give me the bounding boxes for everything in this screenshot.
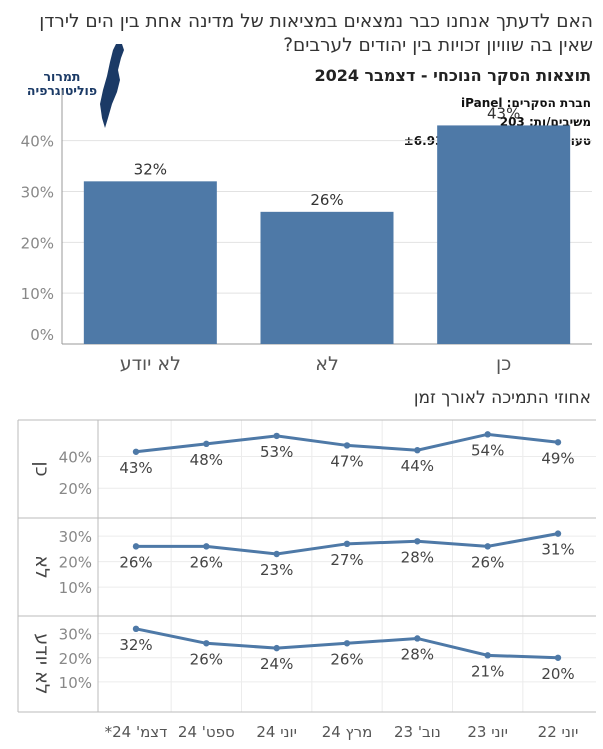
trend-point — [273, 550, 280, 558]
bar-ytick-label: 10% — [21, 285, 54, 303]
trend-point-label: 28% — [401, 645, 434, 663]
trend-point — [554, 439, 562, 446]
trend-point-label: 53% — [260, 443, 293, 461]
trend-point-label: 23% — [260, 561, 293, 579]
trend-ytick-label: 10% — [59, 674, 92, 692]
trend-title: אחוזי התמיכה לאורך זמן — [413, 388, 591, 408]
trend-ytick-label: 10% — [59, 579, 92, 597]
bar-chart: 0% 10% 20% 30% 40% 43% כן 26% לא 32% לא יודע — [21, 90, 592, 375]
bar-ytick-label: 20% — [21, 234, 54, 252]
trend-point-label: 44% — [401, 457, 434, 475]
trend-point-label: 28% — [401, 548, 434, 566]
bar — [260, 211, 394, 344]
trend-point-label: 26% — [119, 553, 152, 571]
trend-x-label: נוב' 23 — [394, 723, 441, 741]
survey-company: חברת הסקרים: iPanel — [461, 96, 591, 110]
trend-point — [203, 543, 210, 550]
trend-point-label: 27% — [330, 551, 363, 569]
bar-ytick-label: 0% — [30, 326, 54, 344]
bar-category-label: לא יודע — [120, 353, 181, 375]
bar-value-label: 32% — [134, 160, 167, 178]
trend-point — [554, 654, 562, 661]
survey-subtitle: תוצאות הסקר הנוכחי - דצמבר 2024 — [314, 66, 591, 85]
trend-point — [414, 446, 421, 454]
trend-point-label: 48% — [190, 451, 223, 469]
trend-point — [273, 432, 280, 440]
trend-ytick-label: 30% — [59, 528, 92, 546]
trend-point-label: 26% — [190, 650, 223, 668]
bar-category-label: לא — [315, 353, 339, 375]
trend-point — [273, 644, 280, 652]
bar — [83, 181, 217, 344]
trend-point — [554, 530, 562, 537]
trend-point-label: 43% — [119, 459, 152, 477]
trend-point — [484, 652, 491, 659]
trend-x-label: דצמ' 24* — [105, 723, 168, 741]
trend-point-label: 47% — [330, 452, 363, 470]
bar-ytick-label: 30% — [21, 184, 54, 202]
trend-point-label: 32% — [119, 636, 152, 654]
trend-x-label: מרץ 24 — [322, 723, 373, 741]
trend-point — [343, 640, 351, 647]
trend-series-name: כן — [31, 461, 53, 476]
trend-ytick-label: 20% — [59, 554, 92, 572]
trend-point-label: 31% — [541, 541, 574, 559]
trend-series-name: לא יודע — [31, 633, 53, 694]
trend-ytick-label: 30% — [59, 626, 92, 644]
trend-ytick-label: 40% — [59, 449, 92, 467]
trend-point — [203, 440, 210, 448]
trend-x-label: יוני 24 — [256, 723, 297, 741]
trend-point-label: 54% — [471, 441, 504, 459]
bar-category-label: כן — [496, 353, 511, 375]
trend-point — [484, 431, 491, 438]
question-title: האם לדעתך אנחנו כבר נמצאים במציאות של מד… — [39, 11, 593, 56]
bar-value-label: 43% — [487, 104, 520, 122]
bar-ytick-label: 40% — [21, 133, 54, 151]
trend-point-label: 26% — [190, 553, 223, 571]
trend-point — [484, 543, 491, 550]
trend-series-name: לא — [31, 555, 53, 579]
trend-point-label: 49% — [541, 449, 574, 467]
trend-point — [132, 625, 140, 633]
trend-point-label: 24% — [260, 655, 293, 673]
bar — [437, 125, 571, 345]
trend-x-label: יוני 22 — [538, 723, 579, 741]
trend-ytick-label: 20% — [59, 480, 92, 498]
trend-point — [343, 442, 351, 449]
trend-x-label: ספט' 24 — [178, 723, 235, 741]
bar-value-label: 26% — [310, 191, 343, 209]
trend-point — [132, 448, 140, 455]
logo-line1: תמרור — [43, 69, 81, 84]
trend-x-label: יוני 23 — [467, 723, 508, 741]
trend-point — [203, 640, 210, 647]
trend-point-label: 26% — [471, 553, 504, 571]
trend-point — [414, 538, 421, 545]
trend-point-label: 20% — [541, 665, 574, 683]
trend-ytick-label: 20% — [59, 650, 92, 668]
trend-point-label: 21% — [471, 662, 504, 680]
trend-point-label: 26% — [330, 650, 363, 668]
trend-point — [414, 635, 421, 642]
trend-point — [343, 540, 351, 548]
trend-point — [132, 543, 140, 550]
